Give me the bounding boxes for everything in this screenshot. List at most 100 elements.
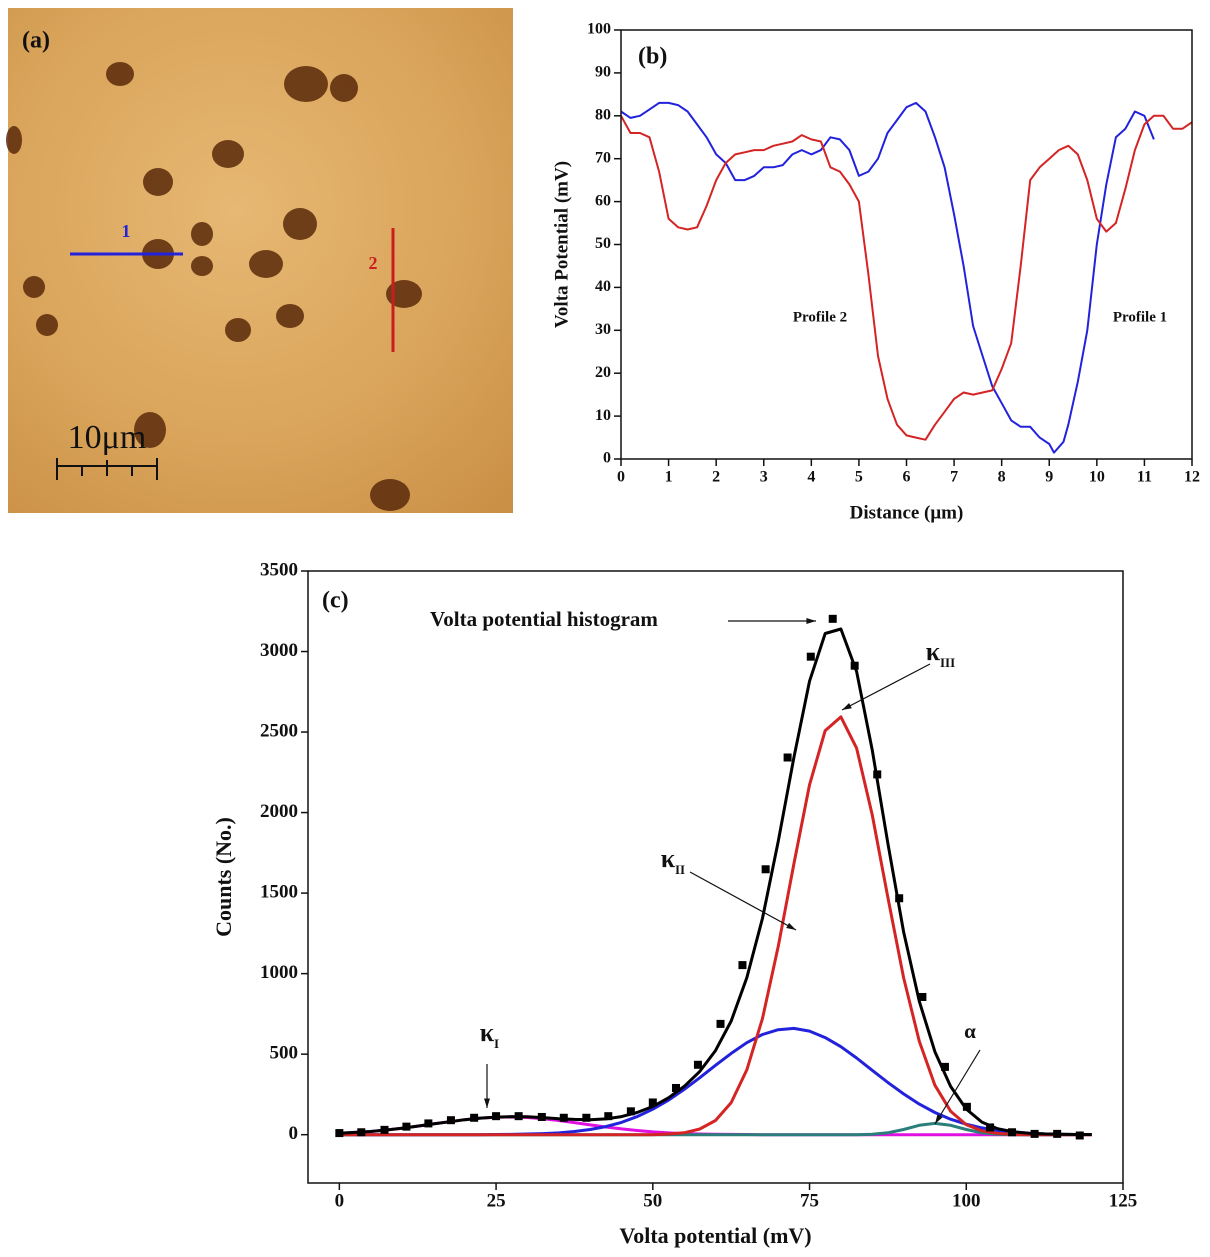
y-tick-label: 60 — [595, 192, 611, 209]
histogram-marker — [1053, 1129, 1062, 1138]
histogram-marker — [761, 865, 770, 874]
x-tick-label: 11 — [1137, 469, 1152, 486]
annotation-arrow — [934, 1049, 981, 1125]
x-axis-label: Distance (μm) — [850, 502, 964, 523]
y-tick-label: 1000 — [260, 962, 298, 983]
histogram-marker — [873, 770, 882, 779]
y-tick-label: 1500 — [260, 881, 298, 902]
histogram-marker — [918, 992, 927, 1001]
y-tick-label: 500 — [270, 1043, 299, 1064]
annotation: Profile 2 — [793, 309, 847, 325]
histogram-marker — [559, 1113, 568, 1122]
y-tick-label: 10 — [595, 407, 611, 424]
arrow-head — [806, 618, 816, 624]
x-tick-label: 2 — [712, 469, 720, 486]
y-tick-label: 30 — [595, 321, 611, 338]
histogram-marker — [604, 1112, 613, 1121]
x-tick-label: 5 — [855, 469, 863, 486]
histogram-marker — [895, 894, 904, 903]
x-tick-label: 0 — [335, 1190, 345, 1211]
annotation-arrow — [841, 663, 931, 711]
y-tick-label: 50 — [595, 235, 611, 252]
y-tick-label: 0 — [289, 1123, 299, 1144]
y-tick-label: 2000 — [260, 801, 298, 822]
x-tick-label: 6 — [903, 469, 911, 486]
data-line — [339, 715, 1092, 1137]
arrow-head — [935, 1114, 943, 1124]
histogram-marker — [626, 1107, 635, 1116]
histogram-marker — [1030, 1129, 1039, 1138]
panel-label: (b) — [638, 44, 667, 70]
histogram-marker — [783, 753, 792, 762]
x-tick-label: 8 — [998, 469, 1006, 486]
y-tick-label: 3000 — [260, 640, 298, 661]
data-line — [620, 114, 1193, 441]
plot-frame — [620, 29, 1193, 460]
y-tick-label: 90 — [595, 64, 611, 81]
x-tick-label: 4 — [807, 469, 815, 486]
y-tick-label: 3500 — [260, 559, 298, 580]
y-axis-label: Counts (No.) — [211, 817, 236, 937]
histogram-marker — [716, 1019, 725, 1028]
histogram-marker — [537, 1112, 546, 1121]
x-tick-label: 125 — [1109, 1190, 1138, 1211]
histogram-marker — [962, 1102, 971, 1111]
x-tick-label: 3 — [760, 469, 768, 486]
histogram-marker — [492, 1112, 501, 1121]
annotation-subscript: III — [940, 655, 955, 670]
histogram-marker — [514, 1112, 523, 1121]
x-tick-label: 7 — [950, 469, 958, 486]
histogram-marker — [1075, 1131, 1084, 1140]
histogram-marker — [446, 1116, 455, 1125]
y-tick-label: 20 — [595, 364, 611, 381]
histogram-marker — [357, 1128, 366, 1137]
x-tick-label: 50 — [643, 1190, 662, 1211]
scale-bar-label: 10μm — [68, 419, 147, 456]
scale-bar — [56, 458, 158, 480]
y-tick-label: 70 — [595, 149, 611, 166]
histogram-marker — [672, 1083, 681, 1092]
histogram-marker — [806, 652, 815, 661]
annotation: κ — [480, 1018, 495, 1047]
x-tick-label: 0 — [617, 469, 625, 486]
annotation: κ — [926, 637, 941, 666]
y-tick-label: 0 — [603, 450, 611, 467]
panel-label: (a) — [22, 28, 50, 54]
afm-spots — [6, 62, 422, 511]
histogram-marker — [470, 1113, 479, 1122]
x-tick-label: 100 — [952, 1190, 981, 1211]
histogram-marker — [986, 1123, 995, 1132]
x-tick-label: 9 — [1045, 469, 1053, 486]
arrow-head — [842, 702, 852, 710]
y-tick-label: 2500 — [260, 720, 298, 741]
histogram-marker — [738, 961, 747, 970]
arrow-head — [484, 1098, 490, 1108]
annotation: Volta potential histogram — [430, 607, 658, 631]
data-line — [339, 627, 1092, 1136]
afm-map: 1 2 (a) 10μm — [6, 8, 513, 513]
panel-label: (c) — [322, 588, 349, 614]
x-tick-label: 25 — [487, 1190, 506, 1211]
y-tick-label: 80 — [595, 106, 611, 123]
histogram-marker — [1008, 1128, 1017, 1137]
arrow-head — [786, 922, 796, 930]
line-label: 1 — [122, 221, 131, 241]
x-tick-label: 12 — [1184, 469, 1200, 486]
histogram-marker — [582, 1113, 591, 1122]
annotation-subscript: II — [675, 862, 685, 877]
histogram-marker — [693, 1060, 702, 1069]
y-tick-label: 100 — [587, 21, 611, 38]
annotation: α — [964, 1019, 976, 1043]
data-line — [620, 101, 1155, 454]
histogram-marker — [648, 1098, 657, 1107]
y-axis-label: Volta Potential (mV) — [551, 161, 572, 328]
histogram-marker — [402, 1122, 411, 1131]
annotation: κ — [661, 844, 676, 873]
annotation-subscript: I — [494, 1036, 499, 1051]
x-tick-label: 1 — [665, 469, 673, 486]
x-axis-label: Volta potential (mV) — [619, 1223, 811, 1248]
histogram-marker — [940, 1062, 949, 1071]
histogram-marker — [828, 614, 837, 623]
histogram-marker — [335, 1129, 344, 1138]
